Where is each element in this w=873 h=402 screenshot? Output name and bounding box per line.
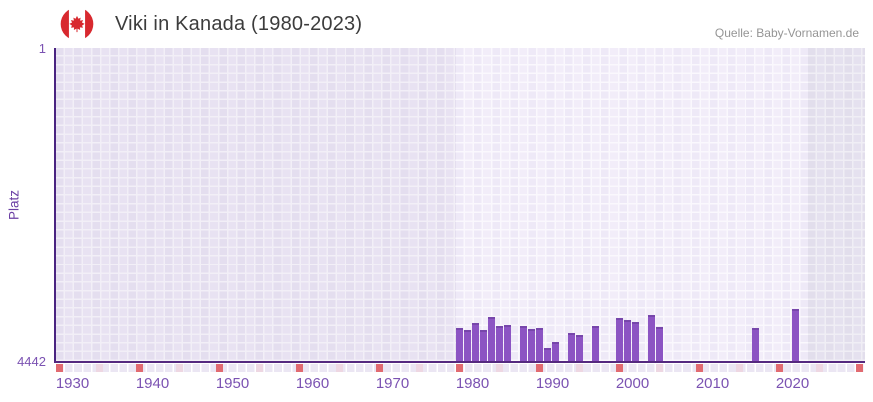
rank-bar-1981 bbox=[464, 329, 471, 363]
half-decade-marker-2015 bbox=[735, 363, 744, 372]
decade-marker-1960 bbox=[295, 363, 304, 372]
x-tick-label-1940: 1940 bbox=[135, 375, 170, 392]
decade-marker-1930 bbox=[55, 363, 64, 372]
plot-background-region bbox=[56, 48, 456, 361]
rank-bar-1997 bbox=[592, 325, 599, 363]
x-tick-label-2020: 2020 bbox=[775, 375, 810, 392]
maple-leaf-icon bbox=[69, 15, 85, 33]
x-tick-label-1970: 1970 bbox=[375, 375, 410, 392]
rank-bar-1988 bbox=[520, 326, 527, 363]
x-tick-label-2000: 2000 bbox=[615, 375, 650, 392]
half-decade-marker-1985 bbox=[495, 363, 504, 372]
half-decade-marker-1965 bbox=[335, 363, 344, 372]
rank-bar-1985 bbox=[496, 325, 503, 363]
x-tick-label-1980: 1980 bbox=[455, 375, 490, 392]
decade-marker-2020 bbox=[775, 363, 784, 372]
half-decade-marker-1995 bbox=[575, 363, 584, 372]
rank-bar-2000 bbox=[616, 318, 623, 363]
y-axis-top-tick: 1 bbox=[38, 41, 46, 56]
y-axis-line bbox=[54, 48, 56, 363]
rank-bar-2005 bbox=[656, 326, 663, 363]
rank-bar-1983 bbox=[480, 329, 487, 363]
canada-flag-icon bbox=[60, 7, 94, 41]
plot-background-region bbox=[807, 48, 865, 361]
rank-bar-2002 bbox=[632, 322, 639, 363]
half-decade-marker-1955 bbox=[255, 363, 264, 372]
decade-marker-1940 bbox=[135, 363, 144, 372]
decade-marker-1980 bbox=[455, 363, 464, 372]
rank-bar-2001 bbox=[624, 319, 631, 363]
half-decade-marker-1945 bbox=[175, 363, 184, 372]
rank-bar-1995 bbox=[576, 335, 583, 363]
decade-marker-2000 bbox=[615, 363, 624, 372]
x-axis-line bbox=[54, 361, 865, 363]
rank-bar-1986 bbox=[504, 324, 511, 363]
rank-bar-2017 bbox=[752, 328, 759, 363]
x-tick-label-1960: 1960 bbox=[295, 375, 330, 392]
decade-marker-2010 bbox=[695, 363, 704, 372]
y-axis-bottom-tick: 4442 bbox=[17, 354, 46, 369]
half-decade-marker-1975 bbox=[415, 363, 424, 372]
x-tick-label-1950: 1950 bbox=[215, 375, 250, 392]
page-title: Viki in Kanada (1980-2023) bbox=[115, 13, 363, 35]
rank-bar-1982 bbox=[472, 323, 479, 363]
half-decade-marker-2025 bbox=[815, 363, 824, 372]
rank-bar-2022 bbox=[792, 309, 799, 363]
x-tick-label-1990: 1990 bbox=[535, 375, 570, 392]
rank-bar-1984 bbox=[488, 316, 495, 363]
rank-bar-1992 bbox=[552, 341, 559, 363]
decade-marker-1990 bbox=[535, 363, 544, 372]
chart-area: 1930 1940 1950 1960 1970 1980 1990 2000 2010 2020 bbox=[54, 48, 865, 392]
source-label: Quelle: Baby-Vornamen.de bbox=[714, 26, 859, 40]
rank-bar-1980 bbox=[456, 327, 463, 363]
half-decade-marker-2005 bbox=[655, 363, 664, 372]
decade-marker-2030 bbox=[855, 363, 864, 372]
rank-bar-1994 bbox=[568, 333, 575, 363]
decade-marker-1950 bbox=[215, 363, 224, 372]
decade-marker-1970 bbox=[375, 363, 384, 372]
x-tick-label-1930: 1930 bbox=[55, 375, 90, 392]
half-decade-marker-1935 bbox=[95, 363, 104, 372]
x-tick-label-2010: 2010 bbox=[695, 375, 730, 392]
rank-bar-1989 bbox=[528, 329, 535, 363]
y-axis-title: Platz bbox=[6, 189, 22, 221]
rank-bar-1990 bbox=[536, 328, 543, 363]
plot-background-region bbox=[455, 48, 808, 361]
decade-heat-strip bbox=[55, 363, 865, 372]
rank-bar-2004 bbox=[648, 315, 655, 363]
rank-bar-1991 bbox=[544, 348, 551, 363]
